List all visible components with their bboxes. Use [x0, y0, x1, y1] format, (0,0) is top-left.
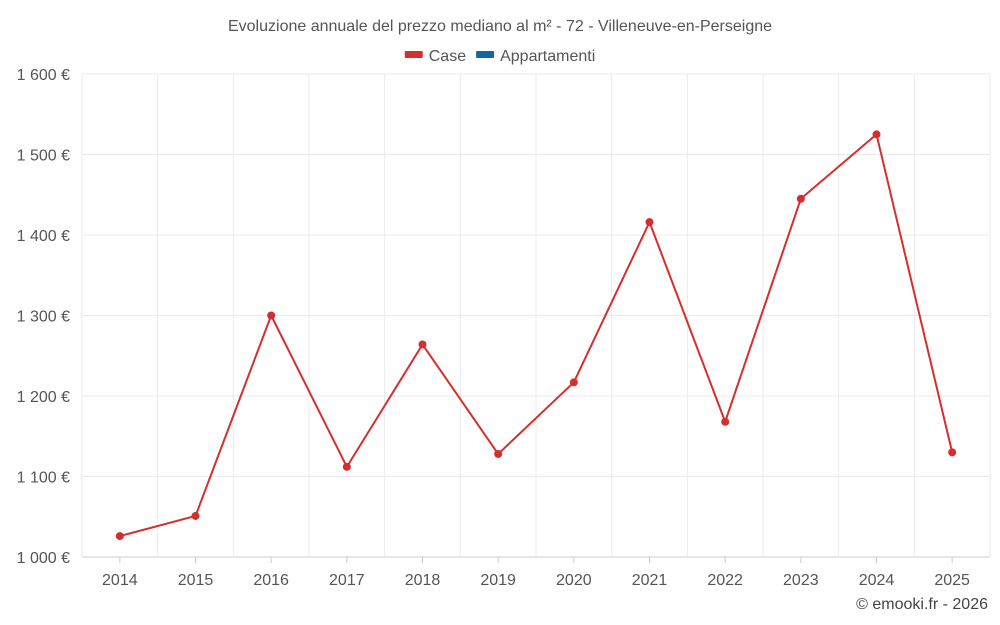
x-tick-label: 2015 [178, 572, 214, 589]
x-tick-label: 2020 [556, 572, 592, 589]
series-line-case [119, 133, 954, 538]
data-point[interactable] [948, 448, 957, 457]
x-tick-label: 2016 [253, 572, 289, 589]
legend-label: Appartamenti [500, 48, 595, 65]
x-tick-label: 2017 [329, 572, 365, 589]
data-point[interactable] [796, 194, 805, 203]
y-tick-label: 1 600 € [17, 67, 70, 84]
x-tick-label: 2025 [934, 572, 970, 589]
series-layer [115, 130, 957, 541]
data-point[interactable] [418, 340, 427, 349]
credit-text: © emooki.fr - 2026 [856, 596, 988, 613]
legend: Case Appartamenti [404, 48, 595, 65]
x-tick-label: 2024 [859, 572, 895, 589]
chart-title: Evoluzione annuale del prezzo mediano al… [228, 18, 772, 35]
x-tick-label: 2018 [405, 572, 441, 589]
y-tick-label: 1 200 € [17, 389, 70, 406]
legend-swatch [404, 51, 423, 58]
legend-item-case[interactable]: Case [404, 48, 466, 65]
y-tick-label: 1 000 € [17, 550, 70, 567]
x-gridlines [81, 74, 991, 557]
data-point[interactable] [721, 417, 730, 426]
data-point[interactable] [267, 311, 276, 320]
data-point[interactable] [494, 449, 503, 458]
legend-label: Case [429, 48, 466, 65]
data-point[interactable] [569, 378, 578, 387]
legend-swatch [476, 51, 495, 58]
x-tick-label: 2019 [480, 572, 516, 589]
data-point[interactable] [872, 130, 881, 139]
legend-item-appartamenti[interactable]: Appartamenti [476, 48, 595, 65]
data-point[interactable] [645, 218, 654, 227]
x-axis-ticks: 2014 2015 2016 2017 2018 2019 2020 2021 2022 2023… [102, 557, 970, 589]
data-point[interactable] [342, 462, 351, 471]
data-point[interactable] [115, 532, 124, 541]
x-tick-label: 2021 [632, 572, 668, 589]
y-axis-ticks: 1 000 € 1 100 € 1 200 € 1 300 € 1 400 € 1 500… [17, 67, 70, 567]
y-tick-label: 1 400 € [17, 228, 70, 245]
y-tick-label: 1 500 € [17, 148, 70, 165]
x-tick-label: 2022 [707, 572, 743, 589]
data-point[interactable] [191, 511, 200, 520]
y-tick-label: 1 100 € [17, 470, 70, 487]
x-tick-label: 2014 [102, 572, 138, 589]
x-tick-label: 2023 [783, 572, 819, 589]
y-tick-label: 1 300 € [17, 309, 70, 326]
